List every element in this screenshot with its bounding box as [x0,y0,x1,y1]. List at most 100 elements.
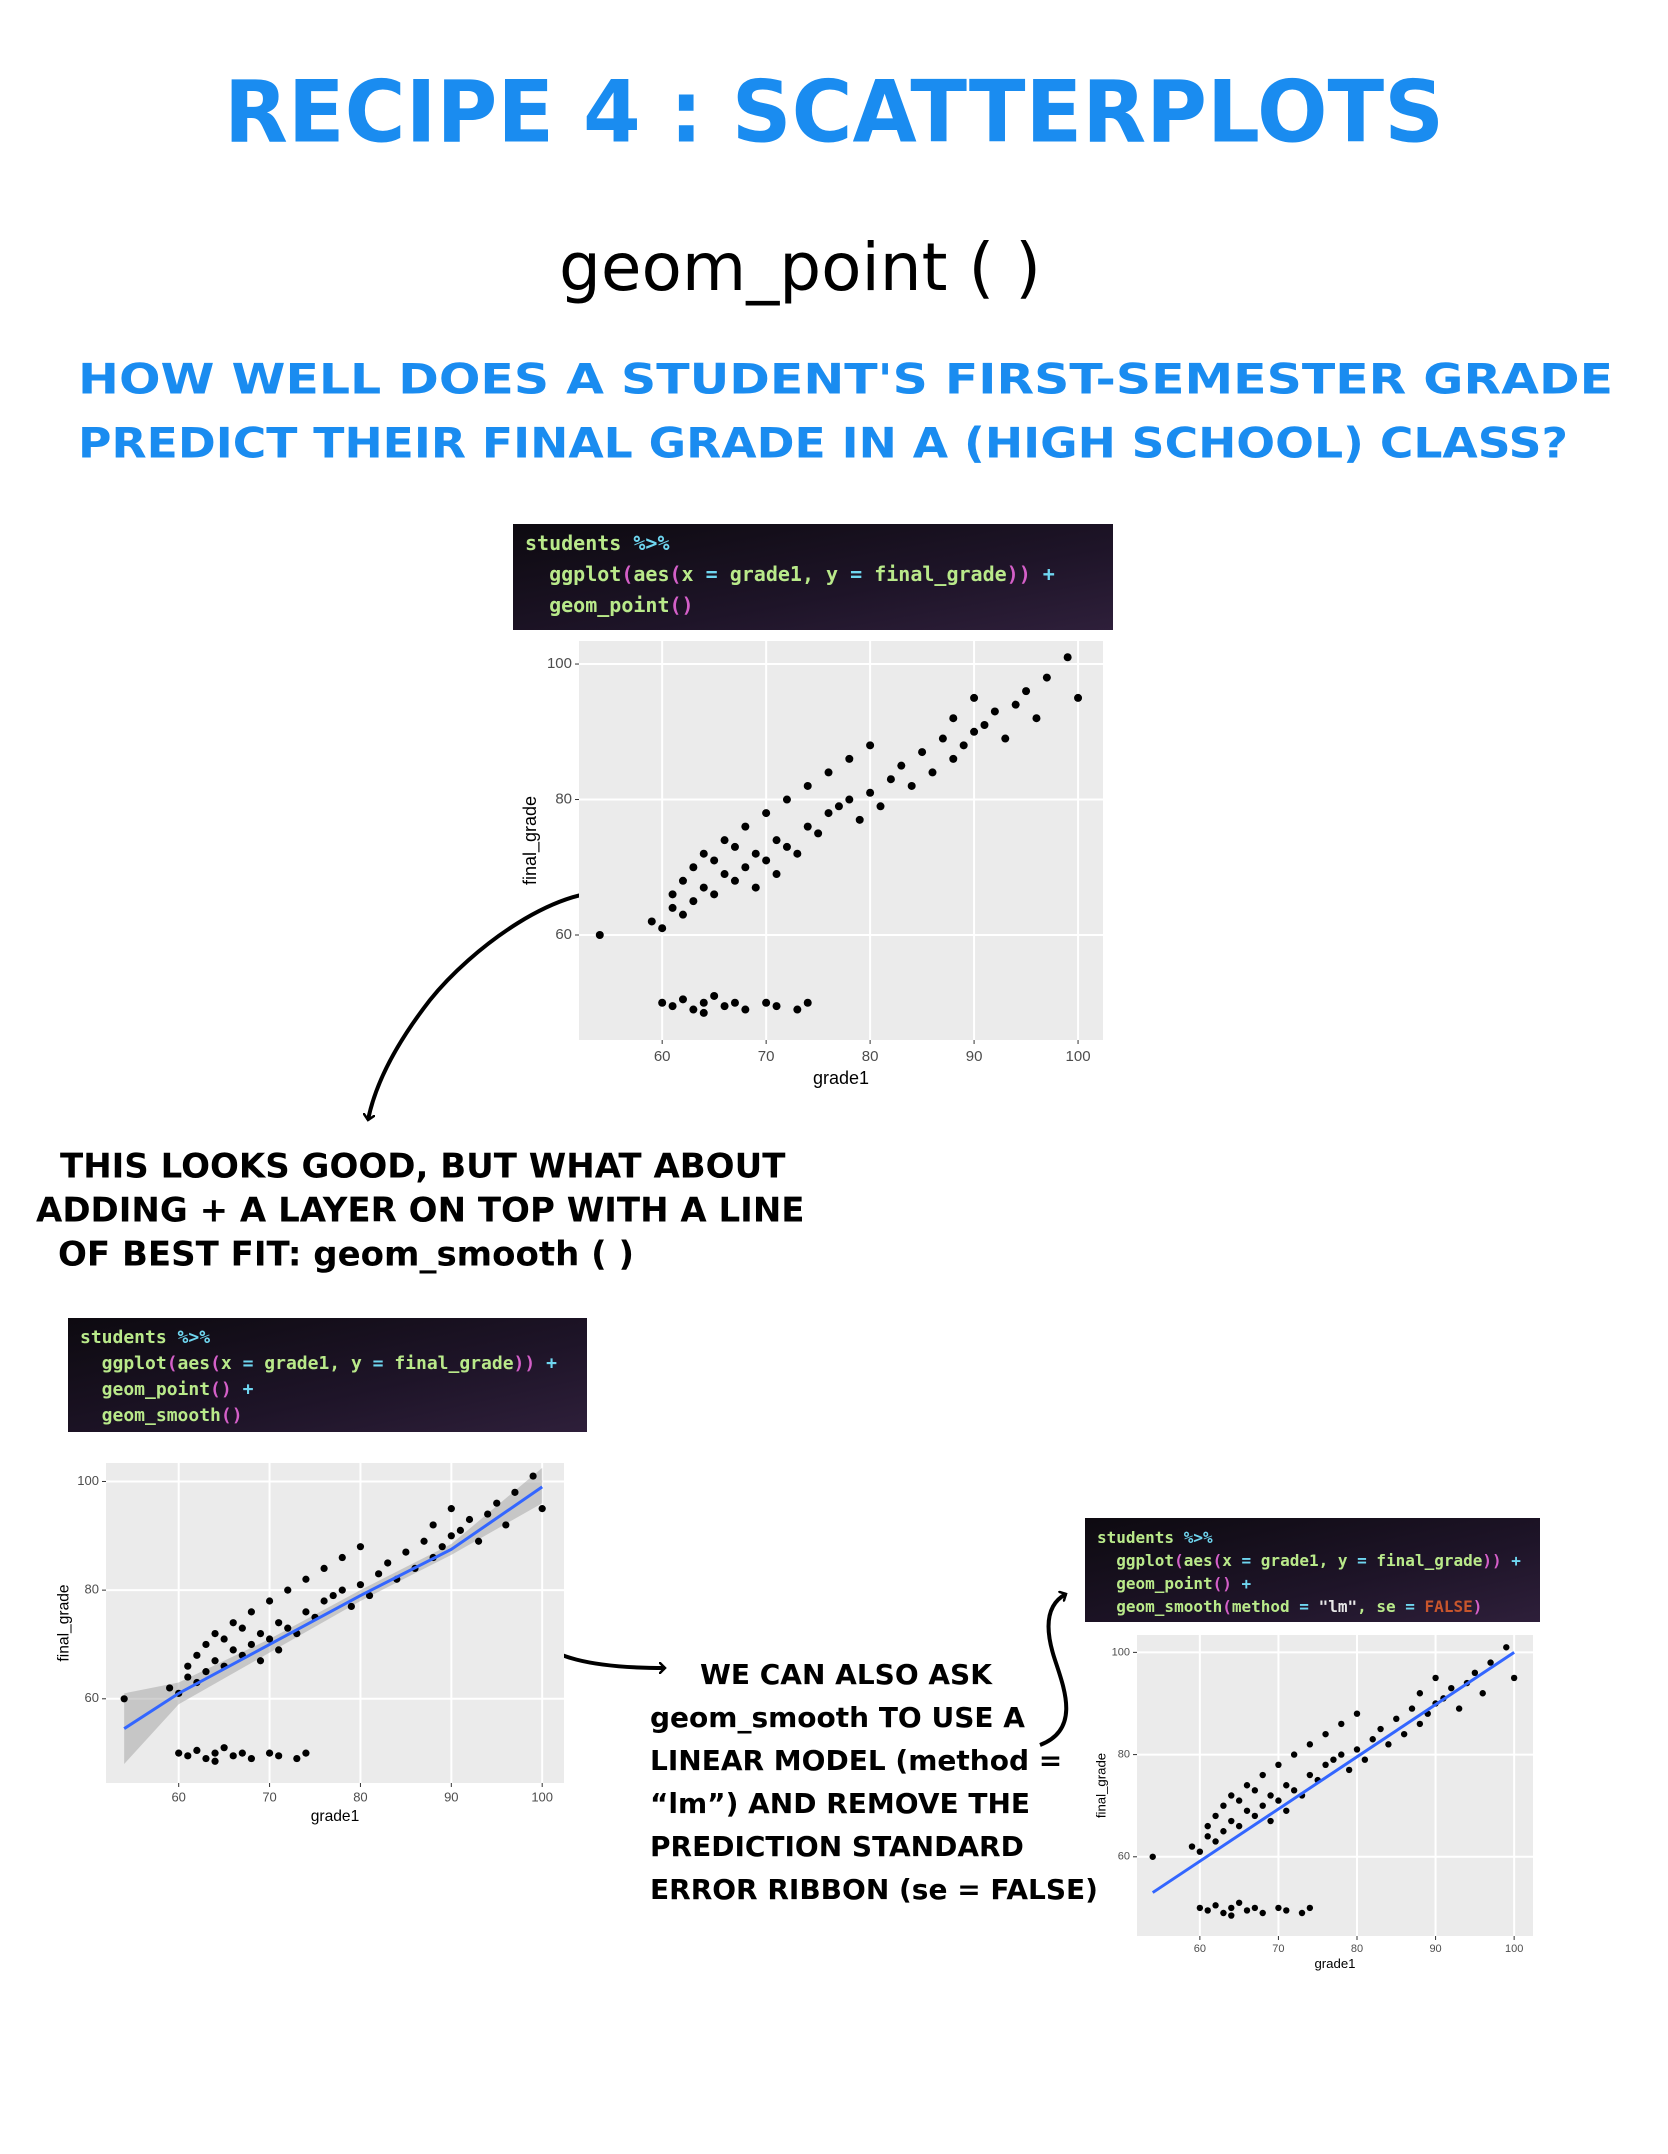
code-block [1085,1518,1540,1622]
x-tick-label: 80 [1351,1943,1363,1955]
point [265,1749,274,1757]
point [1322,1730,1329,1738]
code-line: students %>% [1097,1528,1213,1547]
y-tick-label: 80 [1118,1748,1130,1760]
point [1345,1766,1353,1774]
point [284,1624,292,1632]
point [678,995,687,1004]
point [338,1586,346,1594]
code-token: = [1396,1597,1425,1616]
point [184,1673,192,1681]
point [465,1515,474,1524]
point [782,842,791,851]
point [1353,1746,1361,1753]
point [938,734,947,743]
point [699,998,708,1007]
code-line: geom_point() [525,593,694,617]
point [866,788,875,797]
point [456,1526,465,1534]
point [1259,1771,1266,1779]
x-tick-label: 90 [444,1789,458,1804]
code-line: ggplot(aes(x = grade1, y = final_grade))… [80,1353,557,1374]
point [265,1635,274,1643]
point [658,998,667,1007]
point [1032,714,1041,723]
code-token: aes [633,562,669,586]
ribbon [124,1467,543,1764]
point [1275,1797,1282,1804]
point [538,1505,546,1513]
point [1204,1907,1211,1914]
point [320,1564,328,1572]
point [211,1629,219,1638]
code-token: = [232,1353,265,1374]
question-line: HOW WELL DOES A STUDENT'S FIRST-SEMESTER… [78,355,1613,404]
x-tick-label: 60 [654,1048,671,1065]
point [730,876,739,885]
point [866,741,875,750]
point [886,775,895,784]
point [720,870,729,879]
point [1022,687,1031,696]
point [772,870,781,879]
point [1416,1720,1424,1728]
point [730,998,739,1007]
note-line: THIS LOOKS GOOD, BUT WHAT ABOUT [60,1147,786,1187]
point [420,1537,428,1545]
point [211,1657,219,1665]
point [338,1553,346,1562]
point [1228,1792,1235,1799]
code-token: geom_point [1097,1574,1213,1593]
point [793,849,802,858]
point [1353,1710,1361,1717]
x-tick-label: 80 [862,1048,879,1065]
point [834,802,843,811]
code-block [68,1318,587,1432]
code-token: x [682,562,694,586]
point [928,768,937,777]
code-token: ) [1473,1597,1483,1616]
point [762,856,771,865]
point [220,1744,228,1752]
point [710,890,719,899]
point [265,1597,274,1605]
point [1220,1828,1227,1835]
point [1275,1761,1282,1769]
point [447,1505,455,1513]
point [668,890,677,899]
point [175,1749,183,1757]
code-token: geom_point [525,593,670,617]
code-line: students %>% [80,1327,210,1348]
y-tick-label: 60 [1118,1851,1130,1863]
point [1243,1782,1251,1789]
point [1251,1812,1259,1820]
point [751,883,760,892]
point [678,910,687,919]
point [429,1521,437,1529]
point [1432,1674,1439,1682]
y-axis-label: final_grade [56,1584,73,1661]
point [1235,1899,1243,1906]
point [699,883,708,892]
note-line: “lm”) AND REMOVE THE [650,1787,1030,1820]
code-token: , se [1357,1597,1396,1616]
point [990,707,999,716]
point [803,998,812,1007]
point [1220,1802,1227,1809]
point [229,1619,237,1627]
point [741,863,750,872]
code-token: students [525,531,621,555]
plot-panel [579,641,1103,1040]
point [1393,1715,1400,1723]
point [1298,1909,1306,1917]
code-token: )) [1482,1551,1501,1570]
arrow [1039,1594,1069,1747]
point [1212,1902,1219,1909]
point [1448,1684,1455,1692]
x-tick-label: 100 [531,1789,553,1804]
code-token: geom_point [80,1379,210,1400]
code-token: ( [670,562,682,586]
code-token: ( [167,1353,178,1374]
point [329,1591,337,1600]
point [256,1629,265,1638]
